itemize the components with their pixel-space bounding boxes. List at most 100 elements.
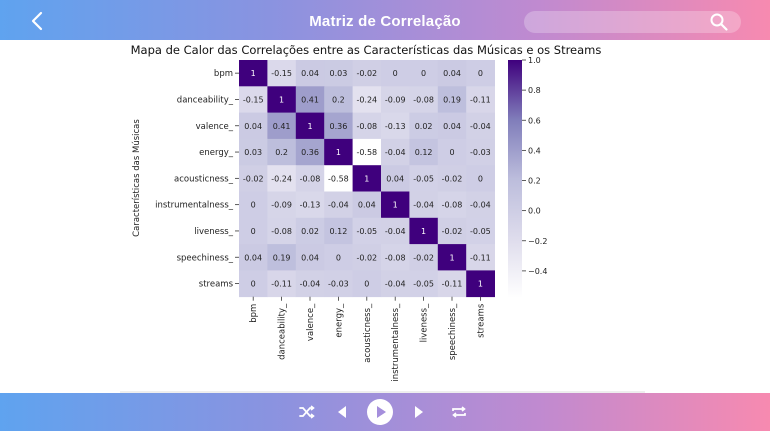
cell-value: 0.19 [273,253,291,262]
heatmap-cell [409,191,439,219]
heatmap-cell [381,86,410,113]
cell-value: 0.41 [301,95,319,104]
shuffle-icon[interactable] [299,404,315,420]
cell-value: -0.04 [385,280,406,289]
heatmap-cell [466,138,495,166]
cell-value: -0.58 [328,174,349,183]
y-tick-label: instrumentalness_ [155,201,234,211]
x-tick-label: bpm [249,304,259,323]
x-tick-label: streams [476,303,486,338]
chevron-left-icon[interactable] [24,8,50,34]
cell-value: -0.04 [300,280,321,289]
heatmap-cell [381,270,410,298]
cell-value: -0.08 [413,95,434,104]
colorbar-tick-label: 0.8 [528,86,541,95]
cell-value: 1 [421,227,426,236]
cell-value: 0.04 [443,69,461,78]
heatmap-cell [352,191,382,219]
heatmap-cell [324,165,353,192]
cell-value: 0.19 [443,95,461,104]
heatmap-cell [409,60,439,87]
cell-value: 0 [478,69,483,78]
heatmap-cell [295,60,325,87]
heatmap-cell [295,217,325,245]
cell-value: -0.09 [271,201,292,210]
page-title: Matriz de Correlação [309,13,461,30]
cell-value: 0 [421,69,426,78]
heatmap-cell [437,112,467,140]
heatmap-cell [381,165,410,192]
cell-value: -0.04 [470,122,491,131]
cell-value: 0 [336,253,341,262]
correlation-heatmap: Mapa de Calor das Correlações entre as C… [120,43,645,393]
heatmap-cell [352,60,382,87]
search-input[interactable] [524,11,741,33]
cell-value: -0.09 [385,95,406,104]
cell-value: 0.04 [301,253,319,262]
heatmap-cell [352,217,382,245]
heatmap-cell [437,165,467,192]
heatmap-cell [381,60,410,87]
cell-value: -0.08 [271,227,292,236]
cell-value: 1 [307,122,312,131]
cell-value: 0.12 [329,227,347,236]
cell-value: -0.04 [470,201,491,210]
heatmap-cell [324,244,353,271]
heatmap-cell [267,138,297,166]
cell-value: -0.13 [300,201,321,210]
repeat-icon[interactable] [451,404,467,420]
cell-value: 0 [251,201,256,210]
cell-value: 0.36 [301,148,319,157]
heatmap-cell [352,138,382,166]
cell-value: -0.08 [385,253,406,262]
cell-value: -0.11 [442,280,463,289]
heatmap-cell [267,217,297,245]
heatmap-cell [267,112,297,140]
y-tick-label: bpm [214,69,233,79]
player-bar [0,393,770,431]
x-tick-label: energy_ [334,303,344,338]
x-tick-label: acousticness_ [363,303,373,363]
cell-value: -0.04 [413,201,434,210]
cell-value: 0 [393,69,398,78]
heatmap-cell [324,86,353,113]
cell-value: -0.02 [243,174,264,183]
heatmap-cell [352,165,382,192]
cell-value: 1 [336,148,341,157]
cell-value: 0.2 [332,95,345,104]
cell-value: 1 [364,174,369,183]
previous-icon[interactable] [337,406,347,418]
heatmap-cell [324,270,353,298]
cell-value: -0.58 [356,148,377,157]
x-tick-label: liveness_ [420,303,430,342]
cell-value: 1 [393,201,398,210]
cell-value: -0.04 [328,201,349,210]
heatmap-cell [466,270,495,298]
chart-title: Mapa de Calor das Correlações entre as C… [131,43,602,57]
cell-value: 0.12 [415,148,433,157]
heatmap-cell [437,244,467,271]
heatmap-cell [295,86,325,113]
heatmap-cell [324,191,353,219]
play-icon[interactable] [366,398,394,426]
heatmap-cell [239,244,268,271]
cell-value: -0.02 [442,174,463,183]
next-icon[interactable] [414,406,424,418]
heatmap-cell [352,244,382,271]
heatmap-cell [466,165,495,192]
cell-value: 0.41 [273,122,291,131]
heatmap-cell [295,191,325,219]
cell-value: -0.11 [470,253,491,262]
heatmap-cell [295,138,325,166]
cell-value: 0 [449,148,454,157]
cell-value: 0.04 [386,174,404,183]
heatmap-cell [352,270,382,298]
search-icon[interactable] [709,12,729,32]
cell-value: -0.03 [328,280,349,289]
heatmap-cell [409,112,439,140]
heatmap-cell [352,86,382,113]
x-tick-label: speechiness_ [448,303,458,360]
cell-value: -0.04 [385,227,406,236]
heatmap-cell [239,60,268,87]
cell-value: 0.04 [244,122,262,131]
